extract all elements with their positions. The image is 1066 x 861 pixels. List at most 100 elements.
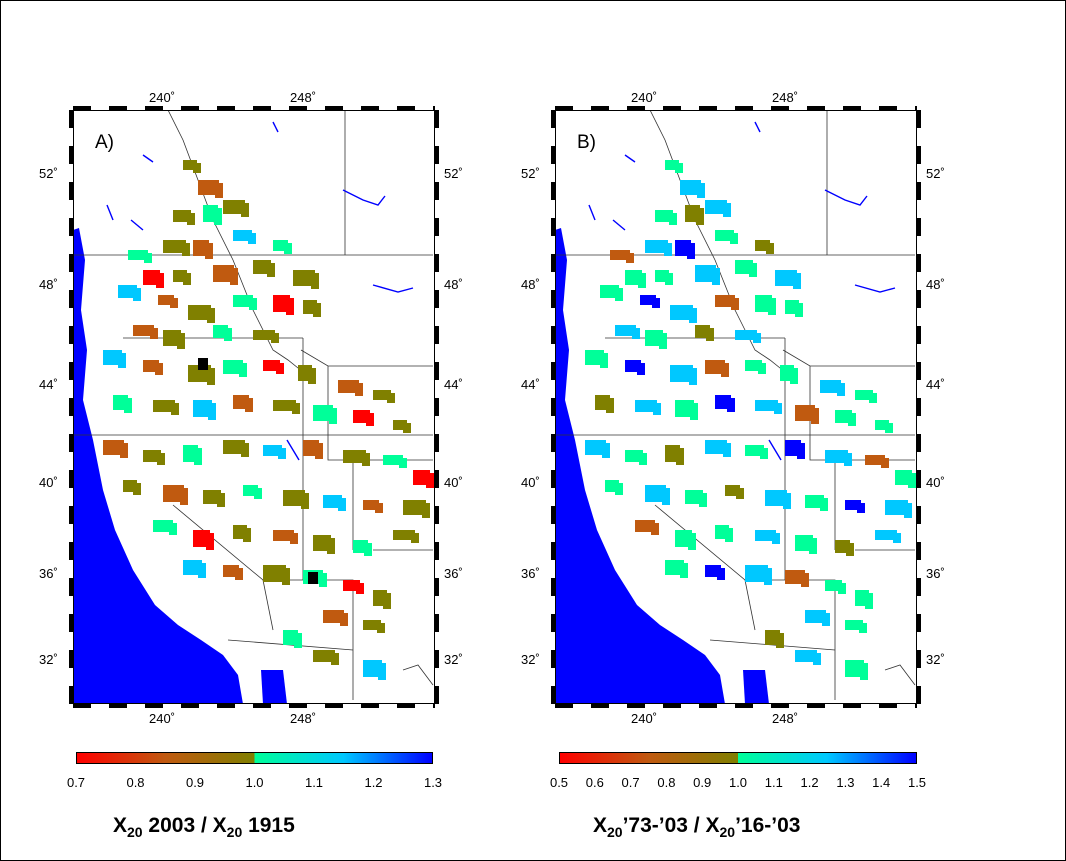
map-a-watershed-cell: [241, 203, 249, 217]
map-a-frame-tick: [434, 362, 439, 380]
map-b-frame-tick: [735, 106, 753, 111]
map-a-water-feature: [106, 204, 114, 221]
map-b-watershed-cell: [813, 653, 821, 665]
map-b-watershed-cell: [731, 298, 739, 310]
map-b-water-feature: [768, 439, 782, 461]
map-a-frame-tick: [109, 106, 127, 111]
map-a-extreme-cell: [308, 572, 318, 584]
map-a-watershed-cell: [308, 368, 316, 384]
map-a-top-lon-248: 248˚: [290, 90, 317, 105]
map-b-watershed-cell: [676, 448, 684, 465]
map-b-watershed-cell: [670, 365, 693, 382]
map-a-watershed-cell: [271, 333, 279, 343]
map-b-watershed-cell: [811, 408, 819, 424]
map-b-watershed-cell: [809, 538, 817, 554]
map-a-watershed-cell: [198, 180, 219, 195]
map-b-watershed-cell: [790, 368, 798, 384]
map-b-watershed-cell: [653, 403, 661, 415]
map-a-frame-tick: [325, 703, 343, 708]
map-a-watershed-cell: [263, 445, 282, 456]
map-b-frame-tick: [699, 703, 717, 708]
map-a-watershed-cell: [363, 620, 381, 630]
map-a-border-line: [167, 110, 304, 373]
map-a-watershed-cell: [205, 243, 213, 259]
map-b-frame-tick: [916, 470, 921, 488]
map-b-watershed-cell: [835, 410, 852, 423]
map-b-frame-tick: [916, 578, 921, 596]
map-a-watershed-cell: [378, 663, 386, 680]
map-b-watershed-cell: [775, 270, 797, 286]
map-b-watershed-cell: [723, 203, 731, 217]
map-b-frame-tick: [771, 703, 789, 708]
map-b-watershed-cell: [670, 305, 693, 320]
map-panel-b: [555, 110, 917, 704]
map-b-frame-tick: [916, 614, 921, 632]
map-b-watershed-cell: [655, 210, 673, 222]
map-b-watershed-cell: [795, 405, 815, 421]
map-a-watershed-cell: [214, 208, 222, 225]
map-a-lat-52-left: 52˚: [39, 166, 58, 181]
map-a-watershed-cell: [286, 298, 294, 315]
map-b-watershed-cell: [893, 533, 901, 543]
colorbar-b-tick-label: 1.5: [907, 775, 927, 790]
map-b-watershed-cell: [745, 445, 764, 456]
map-b-watershed-cell: [755, 400, 778, 411]
map-b-watershed-cell: [774, 403, 782, 414]
map-a-frame-tick: [69, 110, 74, 128]
panel-a-label: A): [95, 132, 114, 153]
map-b-border: [555, 110, 917, 704]
map-a-watershed-cell: [426, 473, 434, 488]
map-b-frame-tick: [916, 218, 921, 236]
map-a-watershed-cell: [103, 440, 124, 455]
map-a-watershed-cell: [356, 583, 364, 594]
map-a-watershed-cell: [233, 295, 253, 307]
map-a-frame-tick: [69, 326, 74, 344]
map-b-watershed-cell: [820, 498, 828, 511]
map-a-frame-tick: [434, 254, 439, 272]
map-a-border-line: [300, 349, 433, 367]
map-a-watershed-cell: [313, 650, 335, 662]
map-b-watershed-cell: [689, 368, 697, 385]
map-a-watershed-cell: [323, 610, 344, 623]
map-b-watershed-cell: [669, 213, 677, 225]
map-a-watershed-cell: [103, 350, 122, 365]
map-b-watershed-cell: [715, 230, 734, 241]
map-b-watershed-cell: [795, 303, 803, 317]
map-b-watershed-cell: [908, 473, 916, 488]
map-b-watershed-cell: [664, 243, 672, 256]
colorbar-b-title: X20’73-’03 / X20’16-’03: [593, 814, 801, 841]
map-a-lat-52-right: 52˚: [444, 166, 463, 181]
map-a-watershed-cell: [313, 303, 321, 317]
colorbar-b-tick-label: 1.0: [728, 775, 748, 790]
map-b-watershed-cell: [846, 543, 854, 556]
map-a-watershed-cell: [118, 353, 126, 368]
map-a-watershed-cell: [248, 233, 256, 244]
map-b-watershed-cell: [736, 488, 744, 499]
map-b-watershed-cell: [730, 233, 738, 244]
map-b-watershed-cell: [690, 403, 698, 420]
map-a-watershed-cell: [156, 273, 164, 288]
map-b-watershed-cell: [885, 423, 893, 433]
map-a-frame-tick: [433, 106, 435, 111]
map-a-watershed-cell: [399, 458, 407, 468]
map-b-watershed-cell: [585, 440, 606, 455]
map-b-frame-tick: [551, 290, 556, 308]
map-b-watershed-cell: [805, 610, 826, 623]
map-a-watershed-cell: [313, 405, 333, 421]
map-a-watershed-cell: [163, 240, 186, 253]
map-b-watershed-cell: [640, 295, 656, 305]
colorbar-a-tick-label: 0.8: [126, 775, 145, 790]
map-b-frame-tick: [915, 703, 917, 708]
map-a-frame-tick: [69, 362, 74, 380]
map-a-watershed-cell: [254, 488, 262, 499]
map-b-watershed-cell: [845, 660, 864, 677]
colorbar-b-tick-label: 1.3: [836, 775, 855, 790]
map-b-watershed-cell: [869, 393, 877, 403]
map-a-watershed-cell: [283, 490, 305, 506]
map-b-lat-36-left: 36˚: [521, 566, 540, 581]
map-a-watershed-cell: [243, 528, 251, 542]
map-b-frame-tick: [627, 106, 645, 111]
map-a-watershed-cell: [373, 390, 391, 400]
map-a-frame-tick: [289, 106, 307, 111]
map-b-watershed-cell: [680, 563, 688, 578]
